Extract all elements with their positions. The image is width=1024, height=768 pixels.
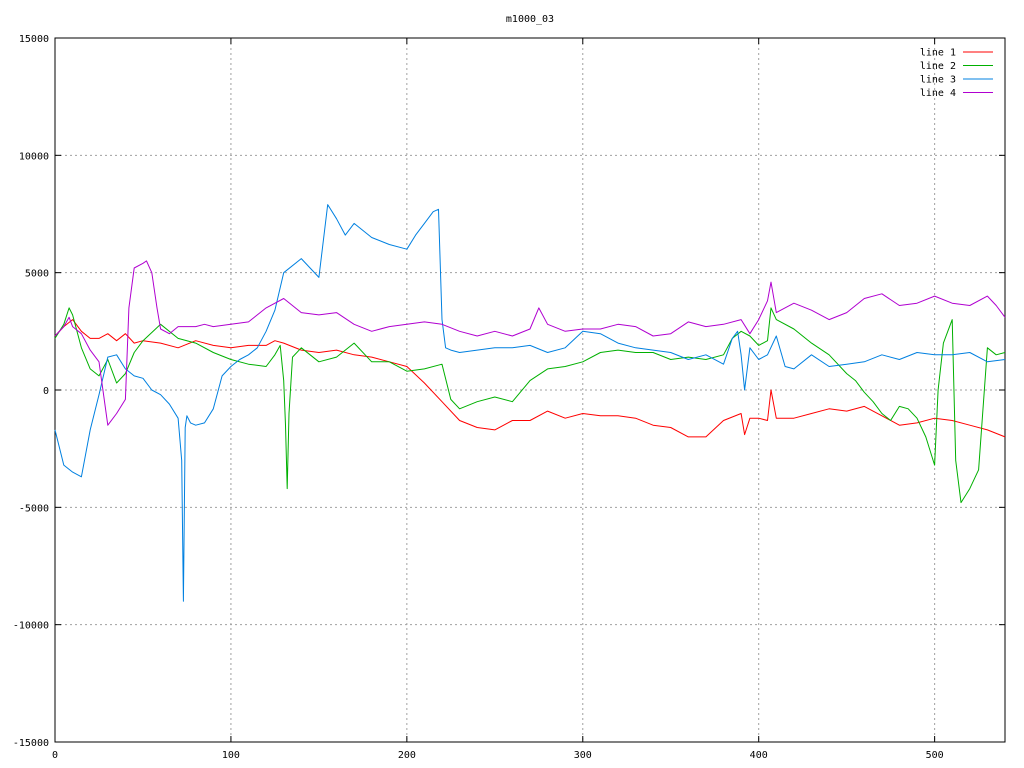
y-tick-label: 5000 — [25, 269, 49, 280]
legend-label-3: line 3 — [920, 75, 956, 86]
x-tick-label: 100 — [222, 750, 240, 761]
legend-label-4: line 4 — [920, 88, 956, 99]
series-lines — [54, 204, 1006, 602]
y-axis: -15000 -10000 -5000 0 5000 10000 15000 — [13, 34, 1005, 749]
series-line-3 — [54, 204, 1006, 602]
x-tick-label: 500 — [926, 750, 944, 761]
y-tick-label: 0 — [43, 386, 49, 397]
y-tick-label: 15000 — [19, 34, 49, 45]
x-axis: 0 100 200 300 400 500 — [52, 38, 944, 761]
series-line-4 — [54, 260, 1006, 426]
chart-title: m1000_03 — [506, 14, 554, 25]
legend-label-1: line 1 — [920, 48, 956, 59]
y-tick-label: -15000 — [13, 738, 49, 749]
y-tick-label: -10000 — [13, 621, 49, 632]
x-tick-label: 0 — [52, 750, 58, 761]
x-tick-label: 200 — [398, 750, 416, 761]
legend-label-2: line 2 — [920, 61, 956, 72]
series-line-1 — [54, 319, 1006, 438]
grid-lines — [55, 38, 1005, 742]
y-tick-label: -5000 — [19, 503, 49, 514]
x-tick-label: 400 — [750, 750, 768, 761]
x-tick-label: 300 — [574, 750, 592, 761]
legend: line 1 line 2 line 3 line 4 — [920, 48, 993, 99]
series-line-2 — [54, 307, 1006, 504]
y-tick-label: 10000 — [19, 151, 49, 162]
